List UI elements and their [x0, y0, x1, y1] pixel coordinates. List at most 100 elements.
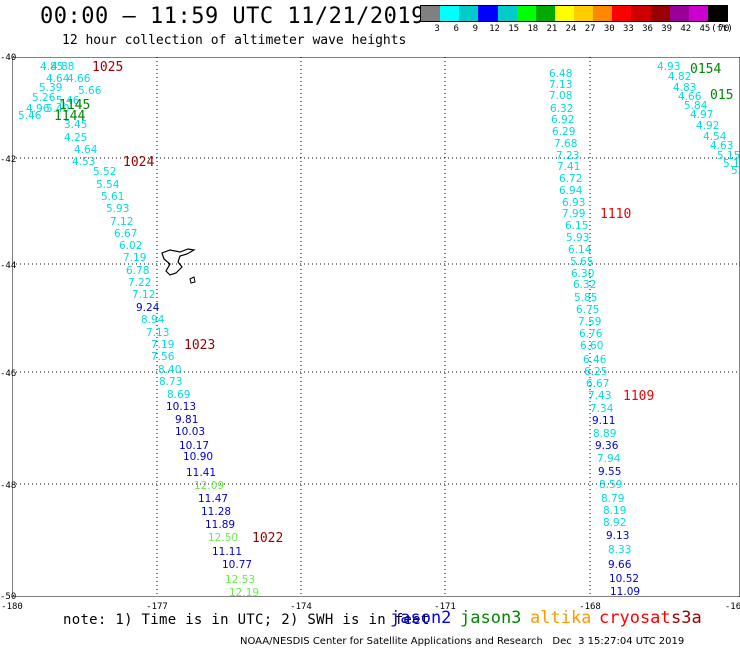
scale-label: 18 [527, 24, 539, 34]
wave-height-value: 7.12 [110, 216, 133, 228]
wave-height-value: 4.66 [67, 73, 91, 85]
x-axis-label: -16 [724, 602, 740, 612]
wave-height-value: 11.47 [198, 493, 228, 505]
wave-height-value: 8.59 [599, 479, 622, 491]
wave-height-value: 9.81 [175, 414, 198, 426]
x-axis-label: -174 [290, 602, 312, 612]
scale-swatch [593, 6, 613, 21]
wave-height-value: 6.92 [551, 114, 574, 126]
wave-height-value: 5.46 [18, 110, 42, 122]
wave-height-value: 4.64 [74, 144, 98, 156]
map-grid [12, 57, 740, 597]
wave-height-value: 5.15 [717, 150, 740, 162]
scale-swatch [478, 6, 498, 21]
wave-height-value: 7.19 [151, 339, 174, 351]
wave-height-value: 8.69 [167, 389, 190, 401]
wave-height-value: 9.55 [598, 466, 621, 478]
wave-height-value: 12.50 [208, 532, 238, 544]
wave-height-value: 5.85 [574, 292, 597, 304]
wave-height-value: 8.40 [158, 364, 181, 376]
legend-jason3: jason3 [460, 608, 522, 628]
wave-height-value: 7.22 [128, 277, 151, 289]
wave-height-value: 6.93 [562, 197, 585, 209]
scale-label: 36 [642, 24, 653, 34]
wave-height-value: 6.60 [580, 340, 603, 352]
wave-height-value: 5.65 [570, 256, 593, 268]
wave-height-value: 10.17 [179, 440, 209, 452]
x-axis-label: -168 [579, 602, 601, 612]
y-axis-label: -42 [0, 155, 17, 165]
scale-swatch [574, 6, 594, 21]
color-scale-labels: 3 6 9 12 15 18 21 24 27 30 33 36 39 42 45 70 (ft) [420, 22, 736, 36]
wave-height-value: 10.77 [222, 559, 252, 571]
wave-height-value: 6.32 [550, 103, 573, 115]
wave-height-value: 4.53 [72, 156, 95, 168]
footer-timestamp: Dec 3 15:27:04 UTC 2019 [552, 636, 685, 647]
wave-height-value: 10.13 [166, 401, 196, 413]
wave-height-value: 11.09 [610, 586, 640, 597]
wave-height-value: 7.94 [597, 453, 621, 465]
wave-height-value: 4.93 [657, 61, 680, 73]
wave-height-value: 7.19 [123, 252, 146, 264]
scale-label: 9 [472, 24, 479, 34]
wave-height-value: 4.66 [678, 91, 702, 103]
wave-height-value: 4.97 [690, 109, 713, 121]
wave-height-value: 4.82 [668, 71, 691, 83]
wave-height-value: 6.25 [584, 366, 607, 378]
wave-height-value: 4.63 [710, 140, 733, 152]
wave-height-value: 12.53 [225, 574, 255, 586]
scale-swatch [554, 6, 574, 21]
scale-swatch [421, 6, 441, 21]
wave-height-value: 5.61 [101, 191, 124, 203]
wave-height-value: 6.94 [559, 185, 583, 197]
y-axis-label: -44 [0, 261, 17, 271]
wave-height-value: 6.02 [119, 240, 142, 252]
wave-height-value: 5.66 [78, 85, 102, 97]
wave-height-value: 5.93 [106, 203, 129, 215]
legend-jason2: jason2 [390, 608, 452, 628]
track-right: 4.934.824.834.665.844.974.924.544.635.15… [657, 61, 740, 177]
wave-height-value: 6.67 [586, 378, 609, 390]
wave-height-value: 8.73 [159, 376, 182, 388]
wave-height-map: 4.854.884.644.665.39 5.665.26 5.464.965.40… [12, 57, 740, 597]
note-text: note: 1) Time is in UTC; 2) SWH is in fe… [63, 612, 430, 628]
scale-label: 24 [565, 24, 577, 34]
footer-credit: NOAA/NESDIS Center for Satellite Applica… [240, 636, 543, 647]
page-title: 00:00 – 11:59 UTC 11/21/2019 [40, 4, 425, 29]
wave-height-value: 5.52 [93, 166, 116, 178]
wave-height-value: 7.59 [578, 316, 601, 328]
island [161, 248, 196, 284]
wave-height-value: 11.89 [205, 519, 235, 531]
wave-height-value: 4.85 [40, 61, 63, 73]
pass-time-label: 0154 [690, 62, 721, 77]
scale-label: 27 [584, 24, 596, 34]
scale-unit: (ft) [711, 24, 733, 34]
scale-swatch [516, 6, 536, 21]
pass-time-label: 1024 [123, 155, 154, 170]
wave-height-value: 12.19 [229, 587, 259, 597]
legend-cryosat: cryosat [599, 608, 671, 628]
wave-height-value: 7.13 [549, 79, 572, 91]
pass-time-label: 1145 [59, 98, 90, 113]
wave-height-value: 9.66 [608, 559, 632, 571]
y-axis-label: -48 [0, 481, 17, 491]
color-scale: 3 6 9 12 15 18 21 24 27 30 33 36 39 42 45 70 (ft) [420, 5, 736, 35]
wave-height-value: 9.11 [592, 415, 615, 427]
scale-swatch [535, 6, 555, 21]
wave-height-value: 7.34 [590, 403, 614, 415]
wave-height-value: 4.83 [673, 82, 696, 94]
wave-height-value: 8.19 [603, 505, 626, 517]
scale-label: 12 [489, 24, 500, 34]
wave-height-value: 5.39 [39, 82, 62, 94]
wave-height-value: 6.75 [576, 304, 599, 316]
wave-height-value: 11.11 [212, 546, 242, 558]
wave-height-value: 8.89 [593, 428, 616, 440]
y-axis-label: -46 [0, 369, 17, 379]
footer: NOAA/NESDIS Center for Satellite Applica… [240, 636, 684, 647]
wave-height-value: 11.41 [186, 467, 216, 479]
pass-time-label: 015 [710, 88, 733, 103]
scale-label: 45 [699, 24, 711, 34]
wave-height-value: 6.32 [573, 279, 596, 291]
track-left: 4.854.884.644.665.39 5.665.26 5.464.965.40… [18, 60, 283, 597]
x-axis-label: -180 [1, 602, 23, 612]
